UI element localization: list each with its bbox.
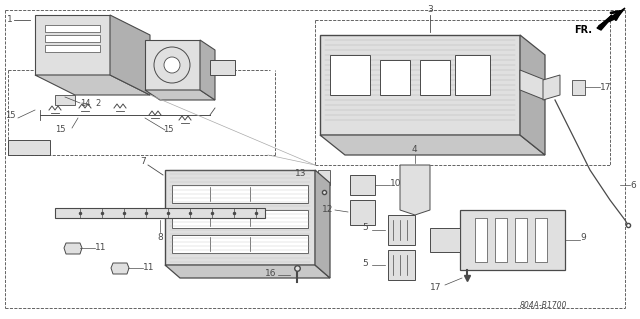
Polygon shape bbox=[55, 95, 75, 105]
Polygon shape bbox=[172, 185, 308, 203]
Text: 15: 15 bbox=[5, 112, 15, 121]
Text: 9: 9 bbox=[580, 234, 586, 242]
Polygon shape bbox=[350, 175, 375, 195]
Polygon shape bbox=[210, 60, 235, 75]
Polygon shape bbox=[8, 140, 50, 155]
Polygon shape bbox=[535, 218, 547, 262]
Text: 3: 3 bbox=[427, 5, 433, 14]
Text: 6: 6 bbox=[630, 181, 636, 189]
Polygon shape bbox=[430, 228, 460, 252]
Polygon shape bbox=[145, 40, 200, 90]
Polygon shape bbox=[543, 75, 560, 100]
Polygon shape bbox=[165, 265, 330, 278]
Text: FR.: FR. bbox=[574, 25, 592, 35]
Polygon shape bbox=[400, 165, 430, 215]
Polygon shape bbox=[420, 60, 450, 95]
Polygon shape bbox=[388, 250, 415, 280]
Text: 14: 14 bbox=[80, 99, 90, 108]
Polygon shape bbox=[55, 208, 265, 218]
Polygon shape bbox=[597, 8, 625, 30]
Text: 5: 5 bbox=[362, 224, 368, 233]
Polygon shape bbox=[45, 25, 100, 32]
Polygon shape bbox=[520, 70, 545, 100]
Polygon shape bbox=[380, 60, 410, 95]
Text: 15: 15 bbox=[163, 125, 173, 135]
Text: 2: 2 bbox=[95, 99, 100, 108]
Polygon shape bbox=[572, 80, 585, 95]
Circle shape bbox=[154, 47, 190, 83]
Text: 5: 5 bbox=[362, 258, 368, 268]
Text: 11: 11 bbox=[95, 242, 106, 251]
Polygon shape bbox=[455, 55, 490, 95]
Text: 11: 11 bbox=[143, 263, 154, 271]
Polygon shape bbox=[172, 210, 308, 228]
Text: 16: 16 bbox=[265, 269, 276, 278]
Polygon shape bbox=[315, 170, 330, 278]
Text: 7: 7 bbox=[140, 158, 146, 167]
Polygon shape bbox=[165, 170, 315, 265]
Polygon shape bbox=[172, 235, 308, 253]
Polygon shape bbox=[35, 15, 110, 75]
Polygon shape bbox=[145, 90, 215, 100]
Polygon shape bbox=[495, 218, 507, 262]
Polygon shape bbox=[45, 45, 100, 52]
Text: 1: 1 bbox=[7, 16, 13, 25]
Circle shape bbox=[164, 57, 180, 73]
Text: 12: 12 bbox=[322, 205, 333, 214]
Polygon shape bbox=[110, 15, 150, 95]
Text: 10: 10 bbox=[390, 179, 401, 188]
Text: 804A-B1700: 804A-B1700 bbox=[520, 300, 568, 309]
Polygon shape bbox=[200, 40, 215, 100]
Polygon shape bbox=[35, 75, 150, 95]
Polygon shape bbox=[64, 243, 82, 254]
Text: 13: 13 bbox=[295, 168, 307, 177]
Text: 8: 8 bbox=[157, 234, 163, 242]
Text: 4: 4 bbox=[412, 145, 418, 154]
Text: 17: 17 bbox=[600, 83, 611, 92]
Polygon shape bbox=[350, 200, 375, 225]
Polygon shape bbox=[320, 35, 520, 135]
Polygon shape bbox=[475, 218, 487, 262]
Polygon shape bbox=[520, 35, 545, 155]
Polygon shape bbox=[460, 210, 565, 270]
Polygon shape bbox=[388, 215, 415, 245]
Polygon shape bbox=[330, 55, 370, 95]
Polygon shape bbox=[111, 263, 129, 274]
Polygon shape bbox=[45, 35, 100, 42]
Text: 17: 17 bbox=[430, 283, 442, 292]
Polygon shape bbox=[515, 218, 527, 262]
Text: 15: 15 bbox=[55, 125, 65, 135]
Polygon shape bbox=[320, 135, 545, 155]
Polygon shape bbox=[318, 170, 330, 185]
